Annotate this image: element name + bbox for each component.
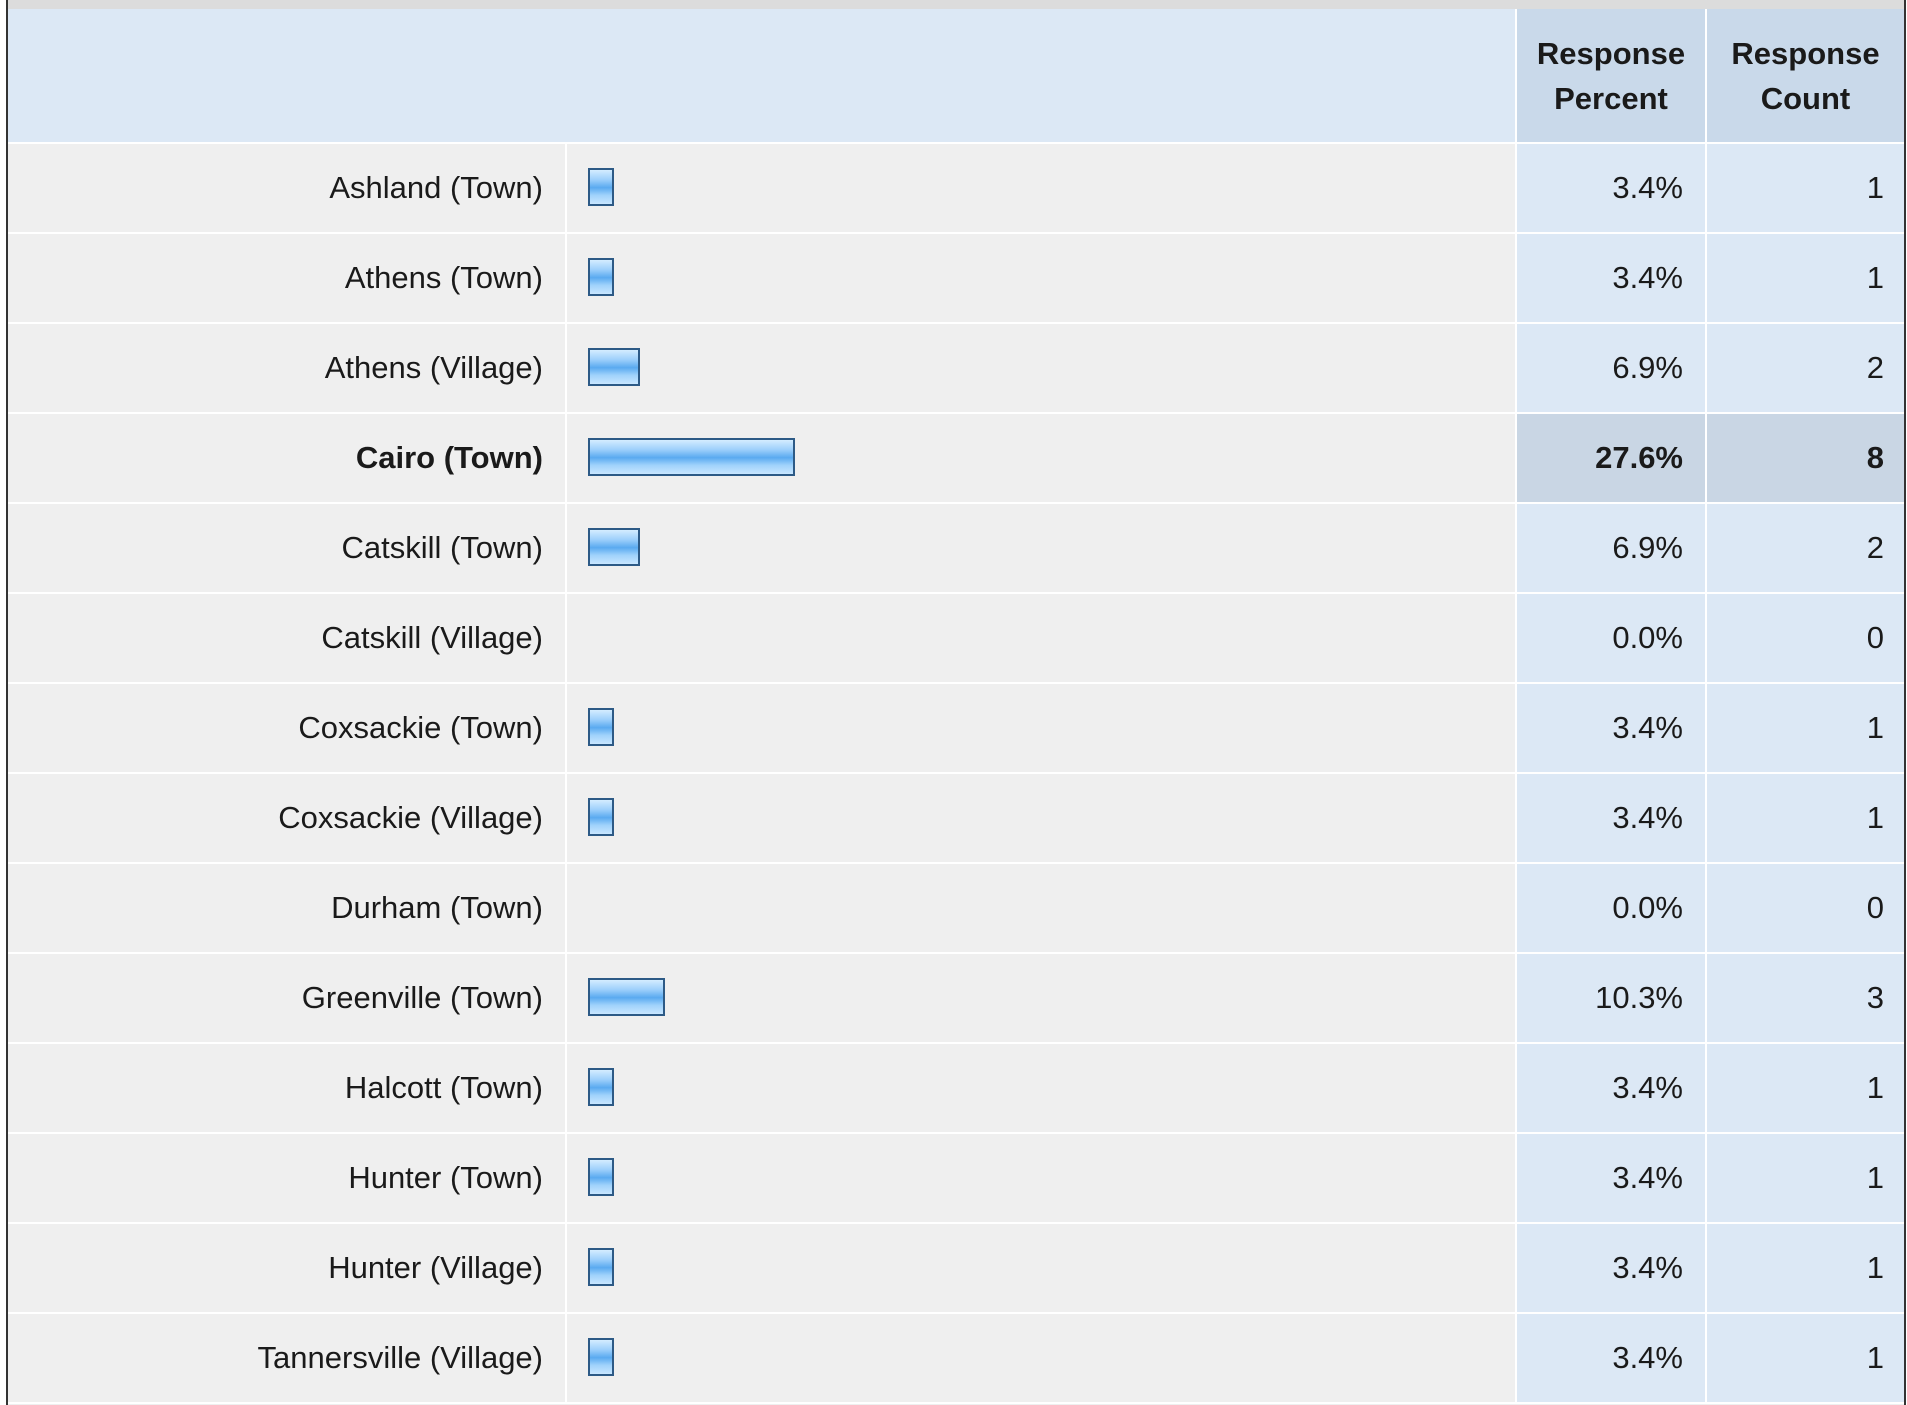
response-percent: 3.4%	[1515, 1133, 1706, 1224]
response-percent: 6.9%	[1515, 503, 1706, 594]
table-row: Hunter (Town) 3.4% 1	[8, 1133, 1904, 1224]
table-row: Halcott (Town) 3.4% 1	[8, 1043, 1904, 1134]
answer-label: Catskill (Village)	[8, 593, 566, 684]
response-count: 1	[1705, 1313, 1904, 1404]
response-count: 2	[1705, 323, 1904, 414]
response-bar	[588, 258, 614, 296]
response-percent: 3.4%	[1515, 143, 1706, 234]
bar-cell	[565, 953, 1516, 1044]
bar-cell	[565, 323, 1516, 414]
response-bar	[588, 978, 665, 1016]
response-bar	[588, 1068, 614, 1106]
response-percent: 0.0%	[1515, 593, 1706, 684]
response-percent: 3.4%	[1515, 773, 1706, 864]
answer-label: Halcott (Town)	[8, 1043, 566, 1134]
table-row: Durham (Town) 0.0% 0	[8, 863, 1904, 954]
response-bar	[588, 168, 614, 206]
answer-label: Tannersville (Village)	[8, 1313, 566, 1404]
header-bar-cell	[566, 9, 1516, 144]
response-count: 0	[1705, 863, 1904, 954]
response-bar	[588, 798, 614, 836]
response-percent: 3.4%	[1515, 233, 1706, 324]
bar-cell	[565, 593, 1516, 684]
table-row: Catskill (Village) 0.0% 0	[8, 593, 1904, 684]
header-row: Response Percent Response Count	[8, 9, 1904, 144]
header-label-cell	[8, 9, 566, 144]
response-bar	[588, 438, 795, 476]
bar-cell	[565, 413, 1516, 504]
answer-label: Coxsackie (Village)	[8, 773, 566, 864]
response-bar	[588, 348, 640, 386]
answer-label: Hunter (Town)	[8, 1133, 566, 1224]
table-row: Coxsackie (Town) 3.4% 1	[8, 683, 1904, 774]
table-row: Tannersville (Village) 3.4% 1	[8, 1313, 1904, 1404]
response-percent: 3.4%	[1515, 1043, 1706, 1134]
bar-cell	[565, 233, 1516, 324]
bar-cell	[565, 503, 1516, 594]
bar-cell	[565, 1133, 1516, 1224]
response-percent: 3.4%	[1515, 1223, 1706, 1314]
bar-cell	[565, 1313, 1516, 1404]
answer-label: Coxsackie (Town)	[8, 683, 566, 774]
table-row: Ashland (Town) 3.4% 1	[8, 143, 1904, 234]
answer-label: Catskill (Town)	[8, 503, 566, 594]
bar-cell	[565, 143, 1516, 234]
response-percent: 3.4%	[1515, 1313, 1706, 1404]
table-row: Athens (Town) 3.4% 1	[8, 233, 1904, 324]
answer-label: Athens (Village)	[8, 323, 566, 414]
response-count: 2	[1705, 503, 1904, 594]
answer-label: Ashland (Town)	[8, 143, 566, 234]
table-row: Coxsackie (Village) 3.4% 1	[8, 773, 1904, 864]
survey-results-panel: Response Percent Response Count Ashland …	[6, 0, 1906, 1405]
header-response-percent: Response Percent	[1515, 9, 1706, 144]
response-bar	[588, 1248, 614, 1286]
answer-label: Durham (Town)	[8, 863, 566, 954]
response-count: 1	[1705, 773, 1904, 864]
response-bar	[588, 708, 614, 746]
response-count: 1	[1705, 233, 1904, 324]
bar-cell	[565, 773, 1516, 864]
table-row: Athens (Village) 6.9% 2	[8, 323, 1904, 414]
response-count: 1	[1705, 1223, 1904, 1314]
response-count: 3	[1705, 953, 1904, 1044]
response-count: 0	[1705, 593, 1904, 684]
answer-label: Hunter (Village)	[8, 1223, 566, 1314]
bar-cell	[565, 863, 1516, 954]
response-count: 8	[1705, 413, 1904, 504]
bar-cell	[565, 1223, 1516, 1314]
table-row: Hunter (Village) 3.4% 1	[8, 1223, 1904, 1314]
response-percent: 10.3%	[1515, 953, 1706, 1044]
response-bar	[588, 528, 640, 566]
response-count: 1	[1705, 1133, 1904, 1224]
response-count: 1	[1705, 143, 1904, 234]
table-row: Catskill (Town) 6.9% 2	[8, 503, 1904, 594]
bar-cell	[565, 683, 1516, 774]
answer-label: Athens (Town)	[8, 233, 566, 324]
table-row: Greenville (Town) 10.3% 3	[8, 953, 1904, 1044]
bar-cell	[565, 1043, 1516, 1134]
response-bar	[588, 1338, 614, 1376]
header-response-count: Response Count	[1705, 9, 1904, 144]
survey-results-table: Response Percent Response Count Ashland …	[8, 9, 1904, 1404]
answer-label: Cairo (Town)	[8, 413, 566, 504]
response-bar	[588, 1158, 614, 1196]
response-percent: 3.4%	[1515, 683, 1706, 774]
response-percent: 0.0%	[1515, 863, 1706, 954]
response-count: 1	[1705, 683, 1904, 774]
response-percent: 6.9%	[1515, 323, 1706, 414]
answer-label: Greenville (Town)	[8, 953, 566, 1044]
top-strip	[8, 0, 1904, 9]
answer-rows: Ashland (Town) 3.4% 1 Athens (Town) 3.4% 1 Ath…	[8, 143, 1904, 1404]
response-count: 1	[1705, 1043, 1904, 1134]
response-percent: 27.6%	[1515, 413, 1706, 504]
table-row: Cairo (Town) 27.6% 8	[8, 413, 1904, 504]
